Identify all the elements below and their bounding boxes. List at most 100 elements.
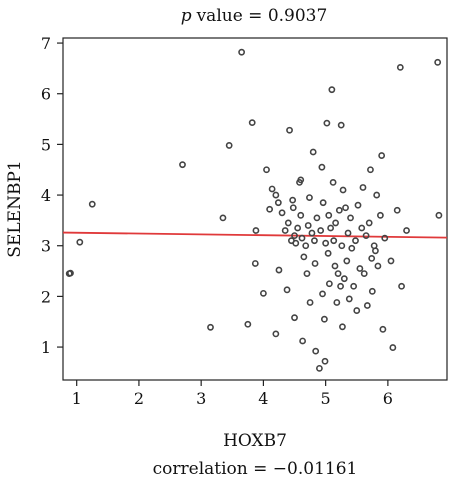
data-point [272, 191, 280, 199]
data-point [300, 253, 308, 261]
data-point [284, 219, 292, 227]
data-point [374, 262, 382, 270]
data-point [387, 257, 395, 265]
x-tick-label: 1 [72, 389, 82, 408]
x-axis-label: HOXB7 [223, 431, 287, 451]
data-point [283, 286, 291, 294]
x-tick-label: 3 [196, 389, 206, 408]
data-point [306, 194, 313, 201]
data-point [304, 222, 312, 229]
data-point [311, 260, 319, 267]
data-point [325, 211, 333, 219]
data-point [335, 206, 343, 214]
data-point [275, 266, 283, 274]
data-point [396, 63, 404, 71]
x-tick-label: 5 [321, 389, 331, 408]
data-point [358, 224, 366, 232]
data-point [251, 260, 259, 267]
data-point [345, 295, 353, 303]
x-tick-label: 6 [383, 389, 393, 408]
data-point [260, 289, 267, 297]
data-point [317, 227, 325, 234]
data-point [297, 211, 305, 219]
x-tick-label: 4 [258, 389, 268, 408]
data-point [244, 320, 252, 328]
plot-frame [62, 37, 448, 381]
data-point [343, 257, 351, 265]
data-point [316, 364, 323, 372]
data-point [292, 239, 300, 247]
data-point [377, 211, 384, 219]
data-point [312, 347, 320, 355]
data-point [333, 299, 341, 306]
data-point [286, 126, 293, 134]
data-point [379, 325, 387, 333]
data-point [298, 234, 306, 242]
data-point [248, 119, 256, 127]
y-tick-label: 6 [41, 85, 51, 104]
data-point [338, 242, 346, 250]
data-point [337, 282, 344, 290]
data-point [272, 330, 280, 338]
data-point [340, 275, 348, 283]
y-tick-label: 3 [41, 237, 51, 256]
data-point [331, 262, 339, 270]
data-point [306, 299, 314, 306]
data-point [303, 270, 311, 277]
data-point [320, 315, 328, 323]
data-point [367, 166, 374, 174]
data-points-group [65, 48, 443, 372]
data-point [434, 58, 442, 66]
correlation-caption: correlation = −0.01161 [153, 459, 358, 479]
data-point [353, 307, 361, 314]
data-point [238, 48, 246, 56]
data-point [266, 205, 274, 213]
data-point [281, 227, 289, 234]
y-axis-ticks: 1 2 3 4 5 6 7 [41, 34, 63, 357]
data-point [289, 204, 297, 212]
data-point [322, 239, 330, 247]
y-tick-label: 5 [41, 135, 51, 154]
data-point [339, 323, 346, 331]
data-point [219, 214, 227, 222]
data-point [294, 224, 302, 232]
data-point [67, 269, 74, 277]
data-point [344, 229, 352, 237]
data-point [381, 234, 389, 242]
data-point [368, 254, 376, 262]
data-point [252, 227, 260, 234]
data-point [378, 152, 386, 159]
data-point [313, 214, 321, 222]
data-point [274, 199, 282, 207]
data-point [373, 191, 381, 199]
data-point [347, 214, 354, 222]
data-point [352, 237, 359, 245]
x-tick-label: 2 [134, 389, 144, 408]
data-point [76, 238, 84, 246]
data-point [372, 247, 379, 255]
data-point [225, 142, 233, 149]
y-tick-label: 7 [41, 34, 51, 53]
data-point [328, 86, 336, 94]
y-tick-label: 1 [41, 338, 51, 357]
data-point [207, 323, 214, 331]
data-point [329, 178, 337, 186]
data-point [354, 201, 362, 209]
data-point [389, 344, 397, 351]
data-point [360, 270, 368, 277]
data-point [299, 337, 307, 345]
data-point [321, 357, 329, 365]
y-axis-label: SELENBP1 [5, 160, 25, 257]
data-point [393, 206, 401, 214]
data-point [319, 290, 326, 298]
x-axis-ticks: 1 2 3 4 5 6 [72, 380, 393, 408]
data-point [403, 227, 410, 234]
data-point [330, 237, 338, 245]
data-point [323, 119, 331, 127]
y-tick-label: 4 [41, 186, 51, 205]
data-point [263, 166, 270, 174]
data-point [268, 185, 276, 193]
data-point [365, 219, 373, 227]
data-point [325, 280, 333, 288]
